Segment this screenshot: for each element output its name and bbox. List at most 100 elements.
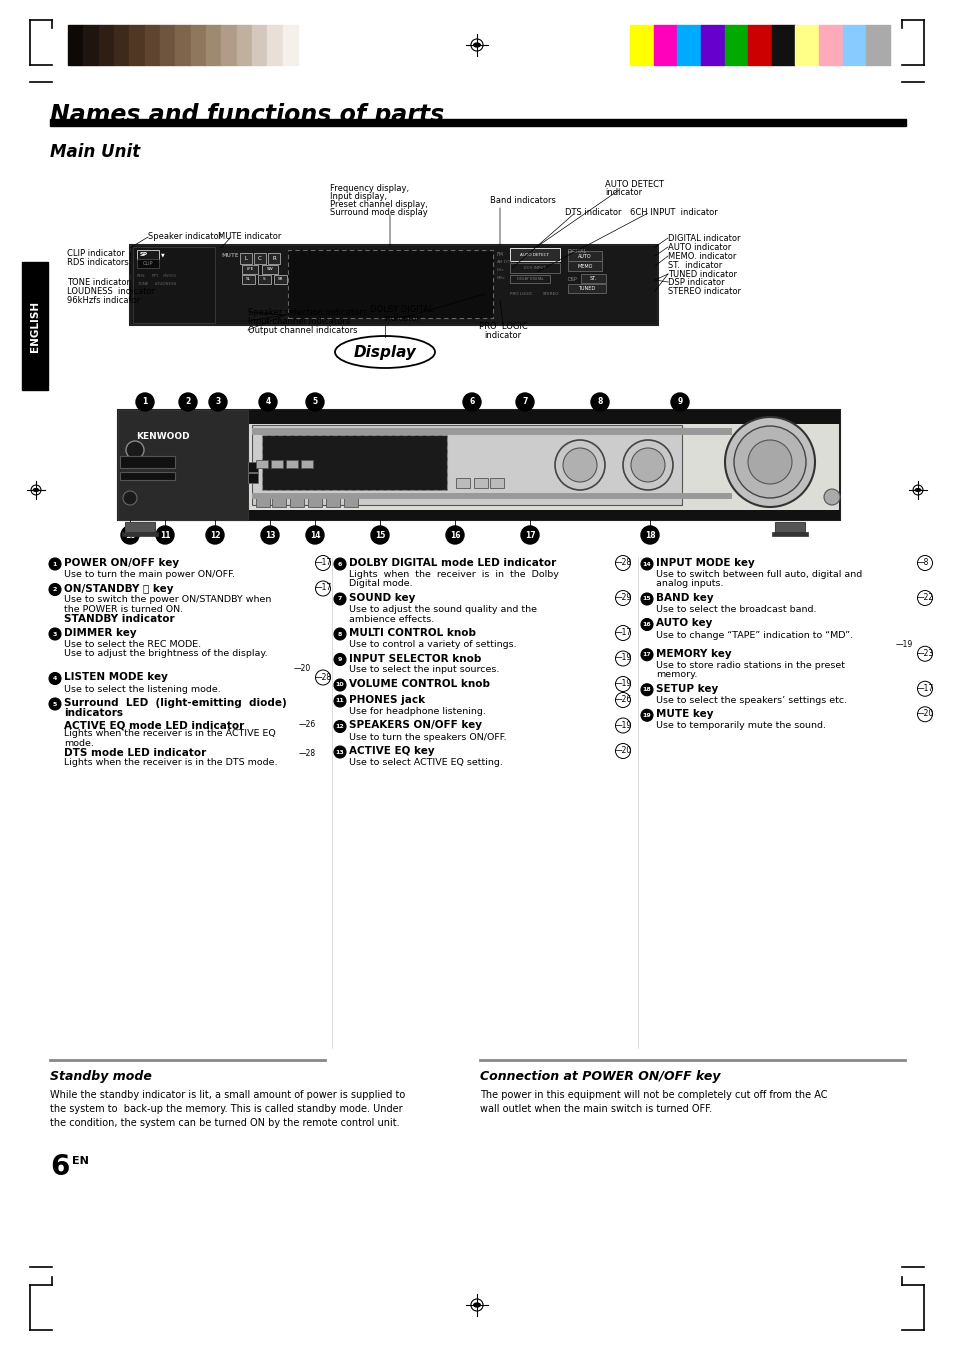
Bar (301, 459, 313, 467)
Circle shape (462, 393, 480, 411)
Text: MEMO. indicator: MEMO. indicator (667, 253, 736, 261)
Text: MUTE indicator: MUTE indicator (218, 232, 281, 240)
Bar (248, 473, 257, 484)
Text: indicator: indicator (484, 331, 521, 340)
Circle shape (640, 619, 652, 631)
Text: S: S (263, 277, 266, 281)
Text: STANDBY indicator: STANDBY indicator (64, 615, 174, 624)
Bar (262, 435, 447, 490)
Text: Input display,: Input display, (330, 192, 387, 201)
Circle shape (640, 526, 659, 544)
Text: 11: 11 (159, 531, 170, 539)
Text: DOLBY DIGITAL: DOLBY DIGITAL (370, 305, 434, 313)
Circle shape (640, 558, 652, 570)
Bar (255, 459, 268, 467)
Circle shape (640, 709, 652, 721)
Text: 4: 4 (52, 676, 57, 681)
Text: 8: 8 (337, 631, 342, 636)
Text: 9: 9 (337, 657, 342, 662)
Text: Surround mode display: Surround mode display (330, 208, 427, 218)
Text: ▼: ▼ (161, 253, 165, 258)
Text: INPUT MODE key: INPUT MODE key (656, 558, 754, 567)
Text: —26: —26 (298, 720, 315, 730)
Text: BAND key: BAND key (656, 593, 713, 603)
Circle shape (615, 555, 630, 570)
Bar (326, 499, 339, 507)
Text: Output channel indicators: Output channel indicators (248, 326, 357, 335)
Text: RDS indicators: RDS indicators (67, 258, 129, 267)
Text: INPUT SELECTOR knob: INPUT SELECTOR knob (349, 654, 481, 663)
Circle shape (49, 558, 61, 570)
Circle shape (615, 651, 630, 666)
Bar (274, 276, 287, 284)
Text: 2: 2 (52, 586, 57, 592)
Text: Use to select the speakers’ settings etc.: Use to select the speakers’ settings etc… (656, 696, 846, 705)
Text: Standby mode: Standby mode (50, 1070, 152, 1084)
Bar (567, 251, 601, 261)
Text: RDS: RDS (137, 274, 146, 278)
Circle shape (315, 670, 330, 685)
Text: CLIP: CLIP (143, 261, 153, 266)
Text: 10: 10 (335, 682, 344, 688)
Text: —19: —19 (895, 640, 912, 648)
Bar (50, 119, 905, 126)
Circle shape (334, 593, 346, 605)
Text: indicators: indicators (64, 708, 123, 717)
Text: DOLBY DIGITAL mode LED indicator: DOLBY DIGITAL mode LED indicator (349, 558, 556, 567)
Bar (268, 253, 280, 263)
Text: 6: 6 (469, 397, 475, 407)
Text: —23: —23 (916, 648, 933, 658)
Text: Lights  when  the  receiver  is  in  the  Dolby: Lights when the receiver is in the Dolby (349, 570, 558, 580)
Text: —17: —17 (314, 558, 332, 567)
Circle shape (121, 526, 139, 544)
Text: 11: 11 (335, 698, 344, 704)
Circle shape (334, 720, 346, 732)
Text: LOUDNESS: LOUDNESS (154, 282, 177, 286)
Text: ambience effects.: ambience effects. (349, 615, 434, 624)
Text: SR: SR (277, 277, 283, 281)
Text: —19: —19 (615, 680, 632, 688)
Text: ST.  indicator: ST. indicator (667, 261, 721, 270)
Text: 16: 16 (642, 621, 651, 627)
Text: Digital mode.: Digital mode. (349, 580, 413, 589)
Bar (252, 428, 731, 435)
Bar (160, 26, 175, 65)
Text: FM: FM (497, 253, 503, 257)
Text: 17: 17 (524, 531, 535, 539)
Text: 3: 3 (215, 397, 220, 407)
Circle shape (123, 490, 137, 505)
Bar (113, 26, 130, 65)
Text: 6: 6 (337, 562, 342, 566)
Text: PTY: PTY (152, 274, 159, 278)
Text: SL: SL (246, 277, 251, 281)
Bar (118, 409, 248, 520)
Text: 8: 8 (597, 397, 602, 407)
Text: —19: —19 (615, 654, 632, 662)
Bar (272, 499, 286, 507)
Text: ACTIVE EQ mode LED indicator: ACTIVE EQ mode LED indicator (64, 720, 244, 730)
Circle shape (615, 693, 630, 708)
Text: POWER ON/OFF key: POWER ON/OFF key (64, 558, 179, 567)
Text: —28: —28 (615, 558, 632, 567)
Bar (132, 247, 214, 323)
Bar (653, 26, 677, 65)
Bar (120, 457, 174, 467)
Bar (700, 26, 723, 65)
Text: Use to turn the speakers ON/OFF.: Use to turn the speakers ON/OFF. (349, 732, 506, 742)
Text: Use to adjust the brightness of the display.: Use to adjust the brightness of the disp… (64, 650, 268, 658)
Bar (344, 499, 357, 507)
Bar (795, 26, 819, 65)
Text: 3: 3 (52, 631, 57, 636)
Text: 4: 4 (265, 397, 271, 407)
Text: Band indicators: Band indicators (490, 196, 556, 205)
Text: CLIP indicator: CLIP indicator (67, 249, 125, 258)
Circle shape (258, 393, 276, 411)
Text: C: C (258, 255, 262, 261)
Text: Lights when the receiver is in the DTS mode.: Lights when the receiver is in the DTS m… (64, 758, 277, 767)
Text: 12: 12 (210, 531, 220, 539)
Text: 19: 19 (642, 713, 651, 717)
Bar (130, 245, 658, 326)
Text: 2: 2 (185, 397, 191, 407)
Bar (308, 499, 322, 507)
Text: DIGITAL: DIGITAL (567, 249, 587, 254)
